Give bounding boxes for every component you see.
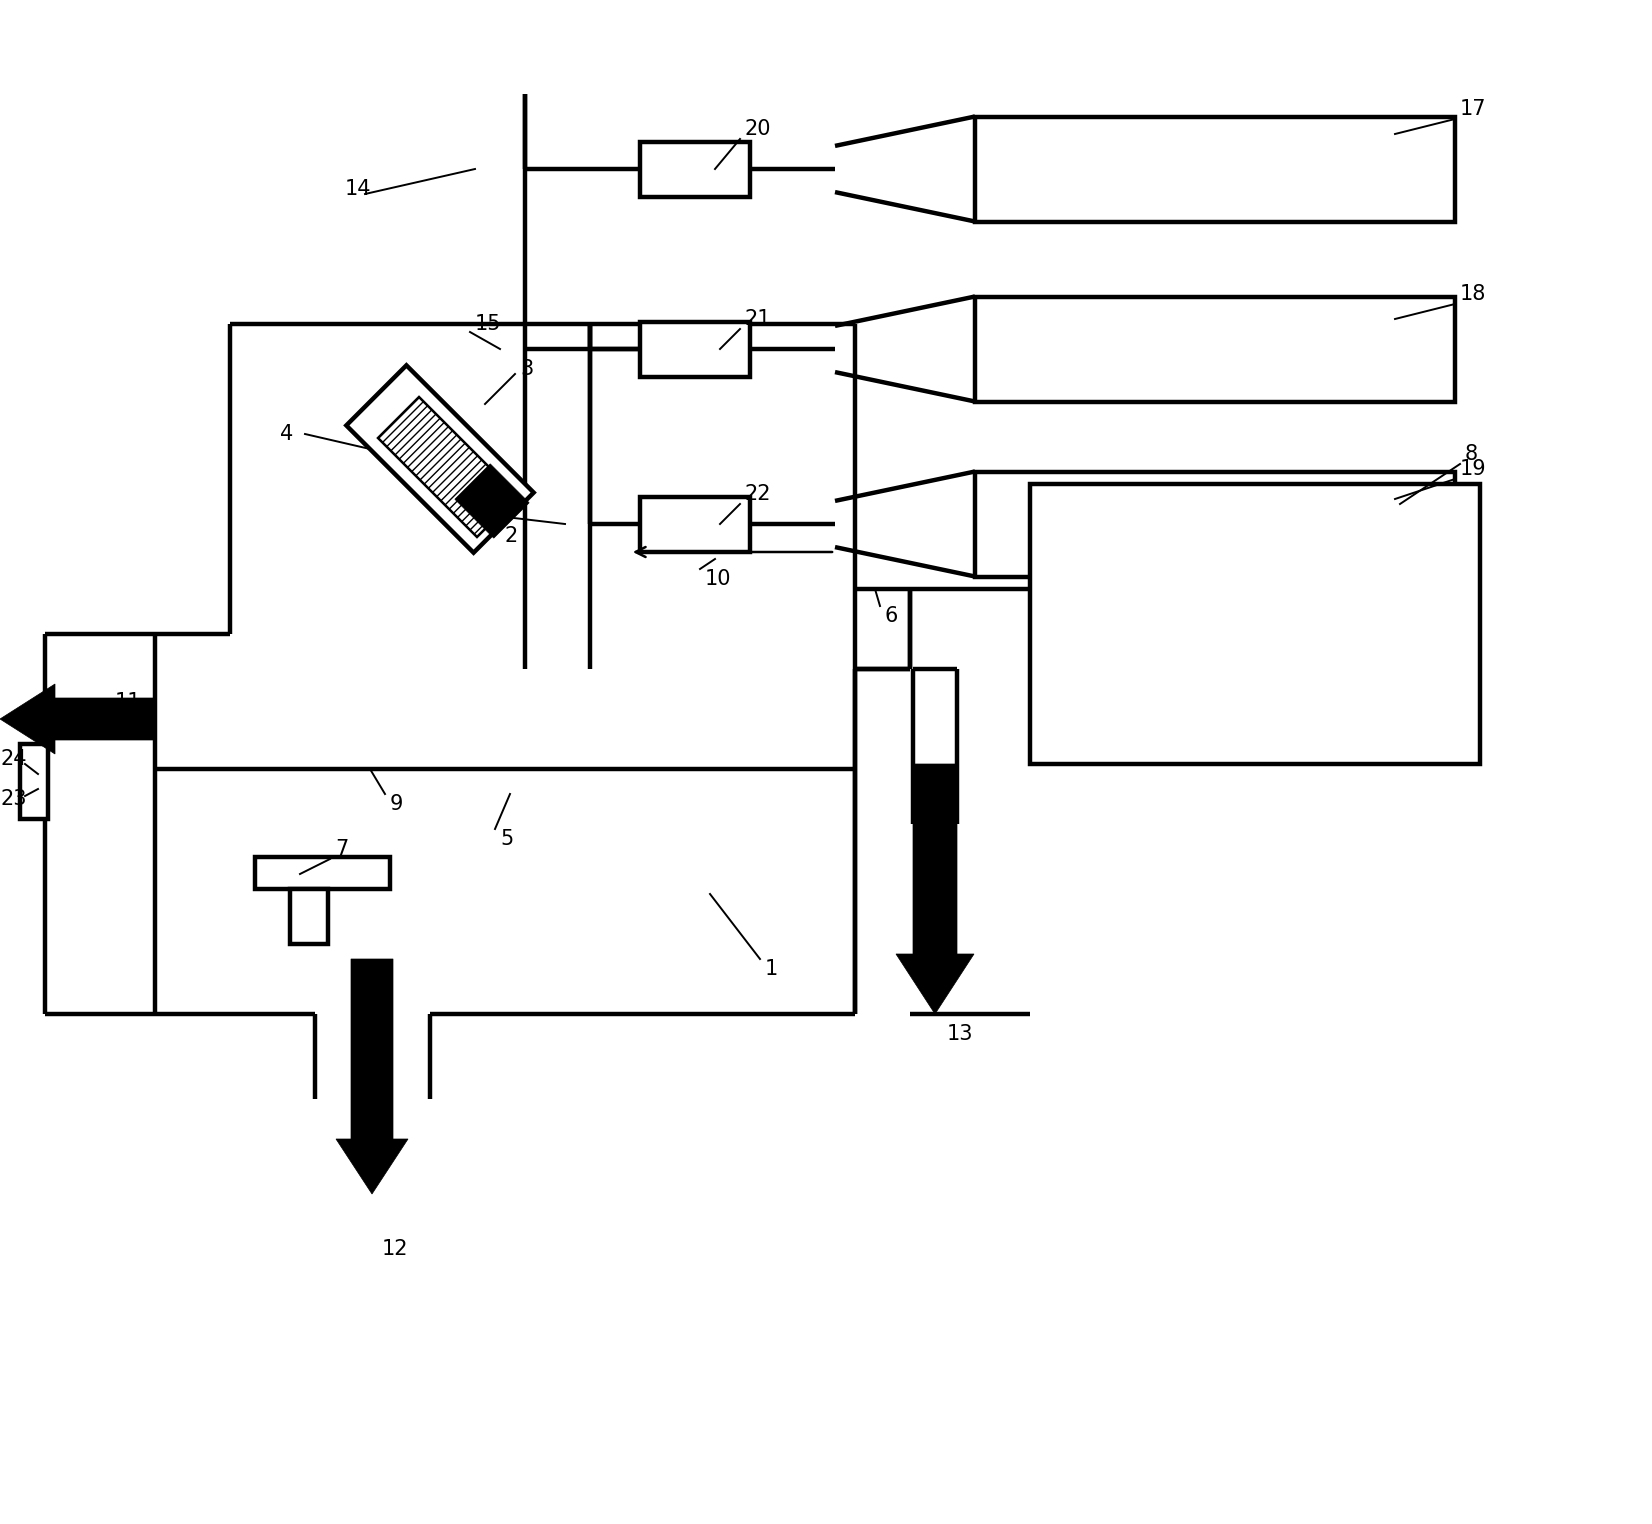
Text: 3: 3 xyxy=(520,360,534,379)
Bar xyxy=(254,856,390,888)
Text: 16: 16 xyxy=(486,497,512,517)
Text: 10: 10 xyxy=(705,568,732,588)
Text: 6: 6 xyxy=(885,607,899,626)
Text: 21: 21 xyxy=(745,309,771,329)
Text: 11: 11 xyxy=(116,692,142,712)
Bar xyxy=(639,497,750,552)
Bar xyxy=(639,322,750,376)
Polygon shape xyxy=(347,366,534,553)
Text: 1: 1 xyxy=(765,959,778,978)
Text: 8: 8 xyxy=(1465,443,1479,463)
Text: 18: 18 xyxy=(1460,283,1487,303)
Bar xyxy=(291,888,329,943)
Bar xyxy=(639,142,750,197)
Text: 2: 2 xyxy=(506,526,519,546)
Text: 13: 13 xyxy=(947,1024,973,1044)
Text: 22: 22 xyxy=(745,485,771,504)
Text: 12: 12 xyxy=(382,1239,408,1259)
Text: 15: 15 xyxy=(476,314,502,334)
Text: 24: 24 xyxy=(0,748,26,770)
Polygon shape xyxy=(0,684,155,754)
Bar xyxy=(975,116,1455,221)
Text: 7: 7 xyxy=(335,840,349,860)
Text: 14: 14 xyxy=(345,178,372,200)
Text: 19: 19 xyxy=(1460,459,1487,479)
Text: 9: 9 xyxy=(390,794,403,814)
Text: 23: 23 xyxy=(0,789,26,809)
Text: 20: 20 xyxy=(745,119,771,139)
Text: 4: 4 xyxy=(279,424,294,443)
Bar xyxy=(1029,485,1480,764)
Polygon shape xyxy=(335,959,408,1193)
Polygon shape xyxy=(454,463,529,538)
Bar xyxy=(975,297,1455,401)
Polygon shape xyxy=(895,764,975,1013)
Polygon shape xyxy=(378,396,519,536)
Bar xyxy=(20,744,48,818)
Bar xyxy=(975,471,1455,576)
Text: 17: 17 xyxy=(1460,99,1487,119)
Text: 5: 5 xyxy=(501,829,514,849)
